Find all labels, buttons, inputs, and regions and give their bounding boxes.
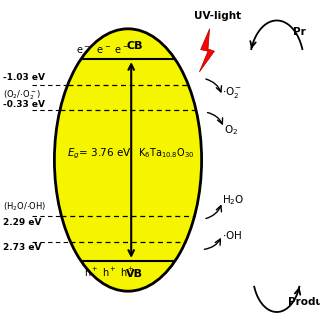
Text: $\mathit{E_g}$= 3.76 eV: $\mathit{E_g}$= 3.76 eV <box>67 147 132 161</box>
Text: $\cdot$O$_2^-$: $\cdot$O$_2^-$ <box>222 85 243 100</box>
Polygon shape <box>199 29 214 72</box>
Text: CB: CB <box>126 41 143 51</box>
Text: (O$_2$/$\cdot$O$_2^-$): (O$_2$/$\cdot$O$_2^-$) <box>3 88 41 101</box>
Text: -1.03 eV: -1.03 eV <box>3 73 45 82</box>
Text: h$^+$ h$^+$ h$^+$: h$^+$ h$^+$ h$^+$ <box>84 266 134 279</box>
Text: UV-light: UV-light <box>194 11 241 21</box>
Ellipse shape <box>54 29 202 291</box>
Text: H$_2$O: H$_2$O <box>222 193 245 207</box>
Text: 2.29 eV: 2.29 eV <box>3 218 42 227</box>
Text: VB: VB <box>126 269 143 279</box>
Text: -0.33 eV: -0.33 eV <box>3 100 45 109</box>
Text: e$^-$  e$^-$ e$^-$: e$^-$ e$^-$ e$^-$ <box>76 45 129 56</box>
Text: (H$_2$O/$\cdot$OH): (H$_2$O/$\cdot$OH) <box>3 200 46 213</box>
Text: O$_2$: O$_2$ <box>224 123 238 137</box>
Text: Produ: Produ <box>288 297 320 308</box>
Text: K$_6$Ta$_{10.8}$O$_{30}$: K$_6$Ta$_{10.8}$O$_{30}$ <box>138 147 195 161</box>
Text: 2.73 eV: 2.73 eV <box>3 243 42 252</box>
Text: Pr: Pr <box>293 27 306 37</box>
Text: $\cdot$OH: $\cdot$OH <box>222 229 243 241</box>
